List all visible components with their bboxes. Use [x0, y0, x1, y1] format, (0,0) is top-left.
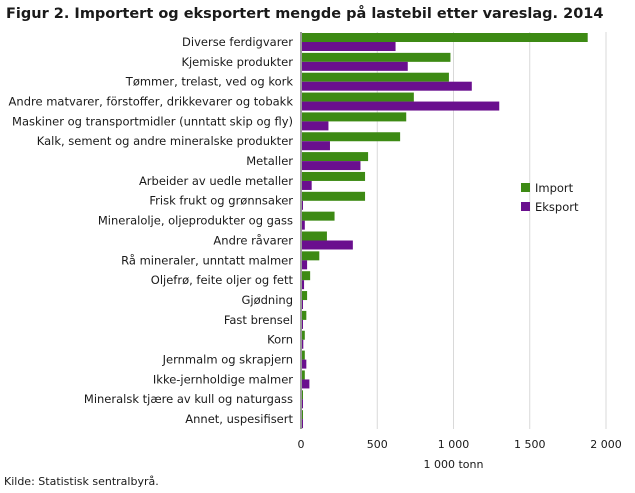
category-label: Ikke-jernholdige malmer — [153, 372, 293, 386]
bar-eksport — [302, 180, 312, 190]
bar-import — [302, 33, 588, 42]
bar-eksport — [302, 339, 304, 349]
category-label: Annet, uspesifisert — [185, 412, 293, 426]
category-label: Rå mineraler, unntatt malmer — [121, 253, 293, 267]
x-tick-label: 2 000 — [590, 438, 622, 451]
x-tick-label: 500 — [367, 438, 388, 451]
bar-eksport — [302, 240, 353, 250]
category-label: Korn — [267, 333, 293, 347]
bar-eksport — [302, 121, 329, 131]
x-axis-title: 1 000 tonn — [424, 458, 484, 471]
bar-eksport — [302, 200, 303, 210]
legend-swatch — [521, 183, 530, 192]
category-labels: Diverse ferdigvarer Kjemiske produkter Tøm… — [9, 35, 294, 426]
x-tick-label: 1 000 — [438, 438, 470, 451]
legend-swatch — [521, 202, 530, 211]
category-label: Gjødning — [241, 293, 293, 307]
bar-eksport — [302, 81, 472, 91]
bar-eksport — [302, 359, 307, 369]
category-label: Jernmalm og skrapjern — [162, 353, 293, 367]
bar-eksport — [302, 260, 308, 270]
bar-eksport — [302, 319, 303, 329]
bar-import — [302, 112, 407, 122]
bar-eksport — [302, 42, 396, 51]
category-label: Mineralolje, oljeprodukter og gass — [98, 214, 293, 228]
bar-import — [302, 251, 320, 261]
bar-import — [302, 152, 369, 162]
bar-import — [302, 211, 335, 221]
bar-eksport — [302, 101, 500, 111]
bar-eksport — [302, 399, 303, 409]
chart-title: Figur 2. Importert og eksportert mengde … — [6, 6, 604, 22]
category-label: Kjemiske produkter — [181, 55, 293, 69]
category-label: Metaller — [246, 154, 293, 168]
category-label: Andre matvarer, förstoffer, drikkevarer … — [9, 94, 294, 108]
bars — [302, 33, 588, 429]
bar-eksport — [302, 161, 361, 171]
category-label: Oljefrø, feite oljer og fett — [151, 273, 294, 287]
bar-import — [302, 370, 305, 380]
bar-eksport — [302, 379, 310, 389]
bar-import — [302, 310, 307, 320]
bar-eksport — [302, 419, 303, 429]
category-label: Fast brensel — [224, 313, 293, 327]
category-label: Tømmer, trelast, ved og kork — [125, 75, 294, 89]
bar-import — [302, 330, 305, 340]
bar-import — [302, 271, 311, 281]
legend-label: Eksport — [535, 200, 579, 214]
bar-import — [302, 390, 303, 400]
bar-import — [302, 171, 366, 181]
grid-lines — [300, 32, 607, 429]
x-tick-label: 0 — [298, 438, 305, 451]
category-label: Andre råvarer — [213, 233, 293, 247]
bar-import — [302, 191, 366, 201]
category-label: Diverse ferdigvarer — [182, 35, 293, 49]
bar-import — [302, 72, 449, 82]
x-axis-ticks: 0 500 1 000 1 500 2 000 — [298, 438, 622, 451]
source-note: Kilde: Statistisk sentralbyrå. — [4, 475, 159, 488]
category-label: Maskiner og transportmidler (unntatt ski… — [12, 114, 293, 128]
bar-import — [302, 52, 451, 62]
legend: Import Eksport — [521, 181, 579, 214]
category-label: Frisk frukt og grønnsaker — [149, 194, 293, 208]
bar-import — [302, 350, 305, 360]
bar-import — [302, 291, 308, 301]
category-label: Arbeider av uedle metaller — [139, 174, 293, 188]
category-label: Kalk, sement og andre mineralske produkt… — [37, 134, 294, 148]
bar-eksport — [302, 300, 303, 310]
legend-label: Import — [535, 181, 574, 195]
bar-eksport — [302, 141, 330, 151]
bar-eksport — [302, 61, 408, 71]
bar-import — [302, 132, 401, 142]
bar-eksport — [302, 280, 305, 290]
bar-eksport — [302, 220, 305, 230]
x-tick-label: 1 500 — [514, 438, 546, 451]
category-label: Mineralsk tjære av kull og naturgass — [84, 392, 293, 406]
bar-import — [302, 231, 327, 241]
bar-import — [302, 410, 303, 420]
bar-import — [302, 92, 414, 102]
